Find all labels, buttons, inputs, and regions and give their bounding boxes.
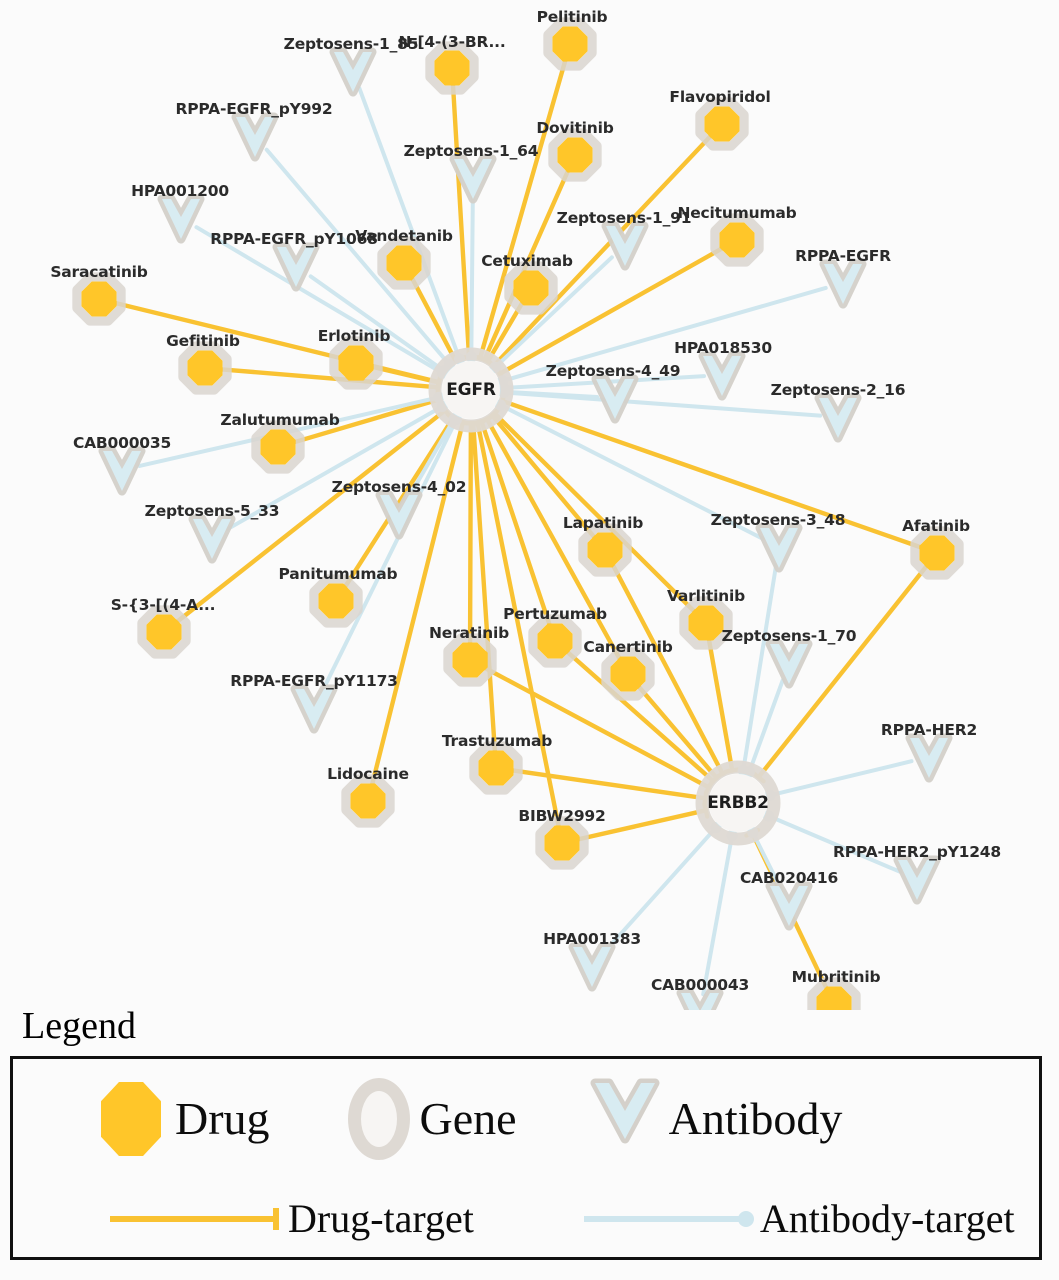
graph-node-antibody[interactable] <box>601 221 649 271</box>
graph-node-antibody[interactable] <box>98 446 146 496</box>
antibody-chevron-icon <box>590 1078 660 1144</box>
graph-node-antibody[interactable] <box>819 259 867 309</box>
legend: Legend Drug Gene Antibody <box>0 1005 1059 1280</box>
graph-node-drug[interactable] <box>578 523 632 577</box>
graph-node-antibody[interactable] <box>905 733 953 783</box>
drug-target-edge-icon <box>110 1208 279 1230</box>
graph-node-antibody[interactable] <box>893 855 941 905</box>
graph-node-antibody[interactable] <box>290 684 338 734</box>
legend-item-antibody-target: Antibody-target <box>582 1199 1015 1239</box>
graph-node-antibody[interactable] <box>591 374 639 424</box>
legend-item-drug: Drug <box>101 1082 270 1156</box>
graph-node-antibody[interactable] <box>676 988 724 1010</box>
graph-node-antibody[interactable] <box>157 194 205 244</box>
graph-node-drug[interactable] <box>341 774 395 828</box>
graph-node-antibody[interactable] <box>755 523 803 573</box>
graph-node-antibody[interactable] <box>449 154 497 204</box>
graph-node-drug[interactable] <box>425 41 479 95</box>
graph-node-drug[interactable] <box>695 97 749 151</box>
graph-node-drug[interactable] <box>679 596 733 650</box>
legend-item-drug-target: Drug-target <box>108 1199 474 1239</box>
graph-node-gene[interactable] <box>428 347 514 433</box>
legend-label-antibody-target: Antibody-target <box>759 1196 1015 1241</box>
graph-node-drug[interactable] <box>178 341 232 395</box>
legend-label-drug: Drug <box>175 1093 270 1144</box>
network-graph[interactable] <box>0 0 1059 1010</box>
graph-node-antibody[interactable] <box>231 112 279 162</box>
legend-item-antibody: Antibody <box>589 1077 843 1161</box>
graph-node-drug[interactable] <box>377 236 431 290</box>
graph-node-drug[interactable] <box>137 605 191 659</box>
graph-node-drug[interactable] <box>443 633 497 687</box>
antibody-target-edge-icon <box>583 1211 754 1227</box>
graph-node-drug[interactable] <box>910 526 964 580</box>
gene-ring-icon <box>347 1078 410 1160</box>
legend-label-gene: Gene <box>419 1093 517 1144</box>
graph-node-antibody[interactable] <box>568 942 616 992</box>
graph-node-drug[interactable] <box>72 272 126 326</box>
graph-node-drug[interactable] <box>601 647 655 701</box>
graph-node-drug[interactable] <box>504 261 558 315</box>
graph-node-drug[interactable] <box>251 420 305 474</box>
legend-title: Legend <box>22 1005 136 1047</box>
legend-edge-row: Drug-target Antibody-target <box>108 1199 1015 1239</box>
graph-node-drug[interactable] <box>543 17 597 71</box>
graph-node-drug[interactable] <box>528 614 582 668</box>
graph-node-drug[interactable] <box>329 336 383 390</box>
legend-label-antibody: Antibody <box>668 1093 843 1144</box>
graph-node-antibody[interactable] <box>765 639 813 689</box>
graph-node-antibody[interactable] <box>765 881 813 931</box>
graph-background <box>0 0 1059 1010</box>
legend-shape-row: Drug Gene Antibody <box>101 1077 842 1161</box>
graph-node-antibody[interactable] <box>698 351 746 401</box>
graph-node-antibody[interactable] <box>375 490 423 540</box>
node-layer[interactable] <box>72 17 964 1010</box>
legend-item-gene: Gene <box>347 1078 517 1160</box>
drug-octagon-icon <box>101 1082 161 1156</box>
graph-node-drug[interactable] <box>309 574 363 628</box>
legend-box: Drug Gene Antibody <box>10 1056 1042 1260</box>
graph-node-drug[interactable] <box>535 816 589 870</box>
graph-node-drug[interactable] <box>710 213 764 267</box>
graph-node-antibody[interactable] <box>329 47 377 97</box>
graph-node-antibody[interactable] <box>188 514 236 564</box>
graph-node-drug[interactable] <box>469 741 523 795</box>
graph-node-drug[interactable] <box>807 977 861 1010</box>
graph-node-antibody[interactable] <box>814 393 862 443</box>
graph-node-drug[interactable] <box>548 128 602 182</box>
graph-node-antibody[interactable] <box>272 242 320 292</box>
graph-node-gene[interactable] <box>695 760 781 846</box>
legend-label-drug-target: Drug-target <box>288 1196 474 1241</box>
